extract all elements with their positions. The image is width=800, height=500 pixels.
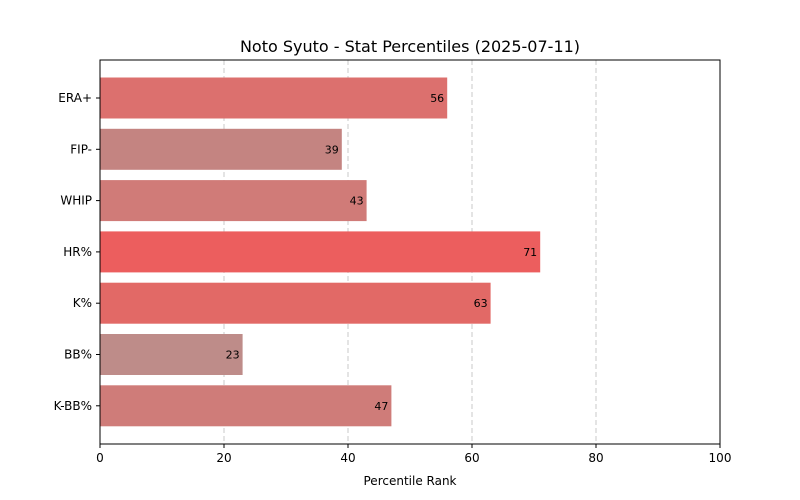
bars: 56 39 43 71 63 23 47 xyxy=(100,77,541,427)
data-label: 39 xyxy=(325,143,339,156)
bar xyxy=(100,334,243,375)
bar xyxy=(100,180,367,222)
chart-title: Noto Syuto - Stat Percentiles (2025-07-1… xyxy=(240,37,580,56)
x-axis: 0 20 40 60 80 100 xyxy=(96,444,731,465)
x-tick-label: 0 xyxy=(96,451,104,465)
x-tick-label: 60 xyxy=(464,451,479,465)
data-label: 47 xyxy=(374,400,388,413)
x-tick-label: 100 xyxy=(709,451,732,465)
x-axis-label: Percentile Rank xyxy=(364,474,457,488)
bar xyxy=(100,128,342,170)
x-tick-label: 20 xyxy=(216,451,231,465)
bar xyxy=(100,385,392,427)
bar xyxy=(100,77,448,119)
y-tick-label: HR% xyxy=(63,245,92,259)
y-tick-label: K% xyxy=(73,296,92,310)
x-tick-label: 40 xyxy=(340,451,355,465)
y-tick-label: FIP- xyxy=(70,142,92,156)
y-tick-label: ERA+ xyxy=(58,91,92,105)
y-tick-label: WHIP xyxy=(60,194,92,208)
x-tick-label: 80 xyxy=(588,451,603,465)
data-label: 71 xyxy=(523,246,537,259)
data-label: 43 xyxy=(350,195,364,208)
y-tick-label: K-BB% xyxy=(54,399,92,413)
bar xyxy=(100,282,491,324)
y-axis: ERA+ FIP- WHIP HR% K% BB% K-BB% xyxy=(54,91,100,413)
data-label: 56 xyxy=(430,92,444,105)
bar xyxy=(100,231,541,273)
y-tick-label: BB% xyxy=(64,348,92,362)
data-label: 63 xyxy=(474,297,488,310)
data-label: 23 xyxy=(226,349,240,362)
